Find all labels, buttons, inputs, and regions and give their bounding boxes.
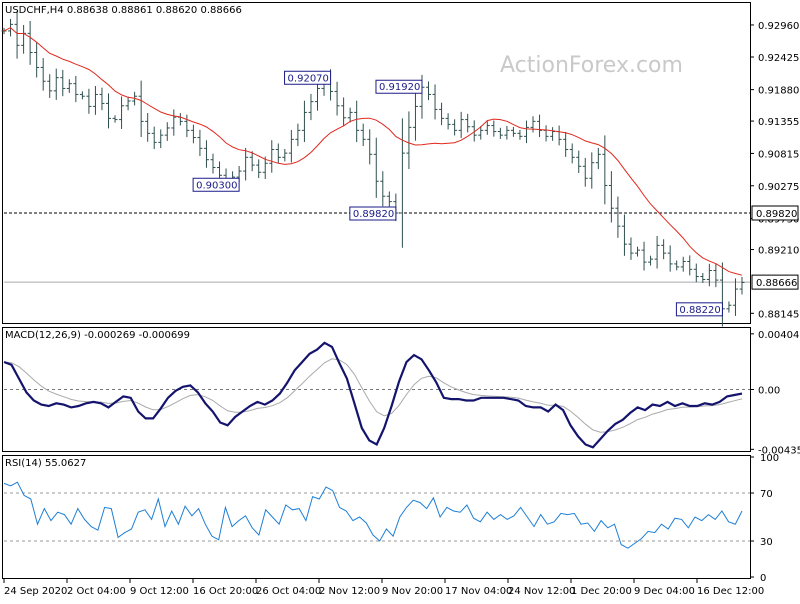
annotation-label: 0.88220 — [679, 305, 720, 316]
time-tick-label: 24 Sep 2020 — [4, 586, 67, 597]
level-price-box — [751, 205, 799, 221]
price-tick-label: 0.88145 — [758, 309, 799, 320]
rsi-tick-label: 30 — [760, 537, 773, 548]
macd-signal-line — [3, 358, 743, 433]
rsi-guide-lines — [4, 492, 750, 542]
time-tick-label: 24 Nov 12:00 — [508, 586, 575, 597]
macd-main-line — [3, 341, 743, 449]
price-tick-label: 0.91880 — [758, 86, 799, 97]
annotation-box — [675, 302, 723, 317]
time-tick-label: 17 Nov 04:00 — [445, 586, 512, 597]
annotation-box — [284, 70, 332, 85]
rsi-panel-frame — [2, 455, 751, 579]
time-axis: 24 Sep 2020 2 Oct 04:00 9 Oct 12:00 16 Oct … — [3, 578, 764, 597]
annotation-box — [349, 206, 397, 221]
rsi-path — [3, 481, 743, 549]
rsi-tick-label: 100 — [760, 453, 779, 464]
price-tick-label: 0.92425 — [758, 53, 799, 64]
macd-header: MACD(12,26,9) -0.000269 -0.000699 — [5, 330, 190, 341]
price-tick-label: 0.90815 — [758, 149, 799, 160]
macd-axis: 0.004048 0.00 -0.004351 — [750, 330, 800, 456]
current-price-label: 0.88666 — [756, 278, 797, 289]
time-tick-label: 2 Oct 04:00 — [67, 586, 126, 597]
macd-tick-label: 0.00 — [758, 386, 780, 397]
time-tick-label: 9 Dec 04:00 — [634, 586, 695, 597]
macd-main-path — [3, 341, 743, 449]
moving-average-line — [3, 27, 743, 276]
current-price-box — [751, 274, 799, 290]
annotation-box — [192, 177, 240, 192]
time-tick-label: 16 Dec 12:00 — [697, 586, 764, 597]
moving-average-path — [3, 27, 743, 276]
annotation-label: 0.92070 — [288, 73, 329, 84]
rsi-axis: 100 70 30 0 — [750, 453, 779, 584]
annotation-box — [375, 79, 423, 94]
macd-tick-label: -0.004351 — [758, 445, 800, 456]
price-header: USDCHF,H4 0.88638 0.88861 0.88620 0.8866… — [5, 5, 242, 16]
level-price-label: 0.89820 — [756, 209, 797, 220]
macd-tick-label: 0.004048 — [758, 330, 800, 341]
macd-signal-path — [3, 358, 743, 433]
price-annotations: 0.92070 0.91920 0.90300 0.89820 0.88220 — [192, 70, 723, 317]
price-tick-label: 0.92960 — [758, 21, 799, 32]
watermark: ActionForex.com — [500, 53, 683, 78]
time-tick-label: 1 Dec 20:00 — [571, 586, 632, 597]
annotation-label: 0.90300 — [196, 180, 237, 191]
time-tick-label: 9 Nov 20:00 — [382, 586, 443, 597]
annotation-label: 0.91920 — [379, 82, 420, 93]
price-tick-label: 0.91355 — [758, 117, 799, 128]
time-tick-label: 26 Oct 04:00 — [256, 586, 321, 597]
price-axis: 0.92960 0.92425 0.91880 0.91355 0.90815 0.902… — [750, 21, 799, 320]
time-tick-label: 9 Oct 12:00 — [130, 586, 189, 597]
rsi-tick-label: 70 — [760, 489, 773, 500]
rsi-tick-label: 0 — [760, 573, 766, 584]
time-tick-label: 16 Oct 20:00 — [193, 586, 258, 597]
time-tick-label: 2 Nov 12:00 — [319, 586, 380, 597]
annotation-label: 0.89820 — [353, 209, 394, 220]
rsi-header: RSI(14) 55.0627 — [5, 458, 86, 469]
price-tick-label: 0.90275 — [758, 182, 799, 193]
rsi-line — [3, 481, 743, 549]
price-tick-label: 0.89210 — [758, 246, 799, 257]
